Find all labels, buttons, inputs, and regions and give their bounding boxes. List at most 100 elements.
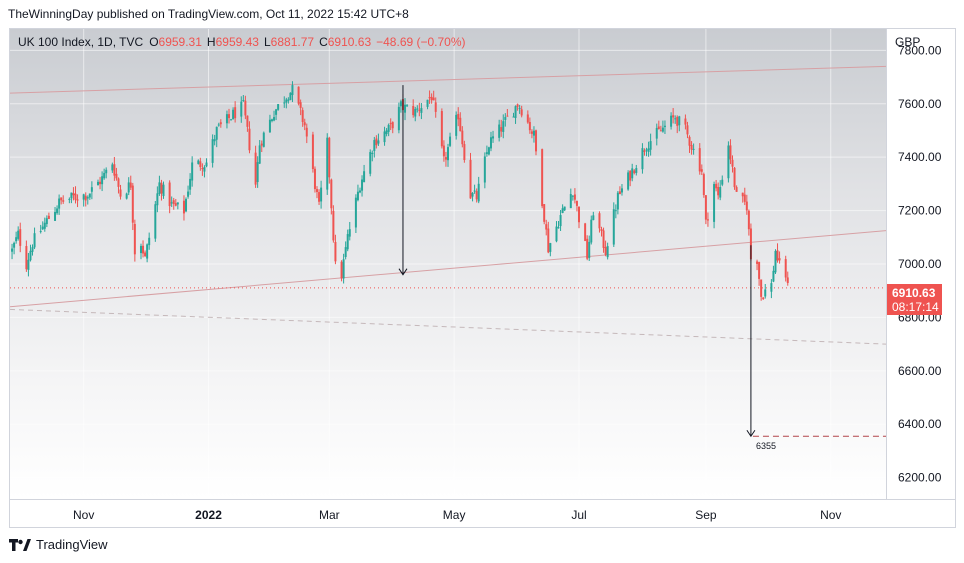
candle-body (602, 230, 605, 248)
candle-body (745, 201, 748, 211)
candle-body (434, 102, 437, 112)
candle-body (504, 117, 507, 120)
candle-body (784, 259, 787, 278)
time-tick-label: Sep (695, 508, 717, 522)
candle-body (168, 182, 171, 207)
candle-body (299, 102, 302, 108)
candle-body (289, 92, 292, 100)
tradingview-wordmark: TradingView (36, 537, 108, 552)
candle-body (614, 210, 617, 212)
high-key: H (206, 35, 216, 49)
candle-body (162, 184, 165, 197)
candle-body (244, 100, 247, 116)
candle-body (297, 86, 300, 104)
candle-body (332, 210, 335, 241)
annotation-lines (10, 65, 887, 345)
candle-body (627, 172, 630, 190)
candle-body (185, 198, 188, 212)
candle-body (573, 194, 576, 200)
candle-body (160, 182, 163, 194)
candle-body (545, 224, 548, 230)
candle-body (313, 168, 316, 190)
candle-body (187, 191, 190, 197)
change-value: −48.69 (−0.70%) (376, 35, 466, 49)
candle-body (211, 139, 214, 163)
candle-body (477, 183, 480, 202)
candle-body (674, 118, 677, 120)
candle-body (270, 119, 273, 122)
price-axis[interactable] (886, 29, 955, 499)
candle-body (528, 121, 531, 131)
time-tick-label: 2022 (195, 508, 222, 522)
chart-container[interactable]: 6355 6200.00 6400.00 6600.00 6800.00 7000.00… (9, 28, 956, 528)
candle-body (518, 107, 521, 109)
candle-body (672, 115, 675, 118)
candle-body (328, 137, 331, 178)
candle-body (56, 208, 59, 214)
candle-body (182, 200, 185, 214)
candle-body (258, 145, 261, 164)
candle-body (68, 198, 71, 200)
candle-body (541, 149, 544, 207)
close-value: 6910.63 (327, 35, 372, 49)
last-price-value: 6910.63 (892, 286, 936, 300)
candle-body (346, 234, 349, 250)
candle-body (430, 96, 433, 101)
candle-body (19, 229, 22, 246)
time-axis[interactable] (10, 499, 955, 527)
candle-body (154, 204, 157, 239)
symbol-name[interactable]: UK 100 Index, 1D, TVC (18, 35, 144, 49)
candle-body (268, 119, 271, 133)
candle-body (97, 181, 100, 186)
candle-body (262, 132, 265, 147)
candle-body (11, 248, 14, 252)
candle-body (301, 110, 304, 123)
candle-body (215, 126, 218, 140)
symbol-legend[interactable]: UK 100 Index, 1D, TVC O 6959.31 H 6959.43 … (18, 35, 471, 49)
candle-body (485, 152, 488, 154)
candle-body (385, 130, 388, 135)
candle-body (371, 152, 374, 154)
candle-body (43, 222, 46, 229)
candle-body (645, 149, 648, 151)
candle-body (616, 192, 619, 210)
candle-body (158, 182, 161, 194)
candle-body (604, 247, 607, 255)
tradingview-logo[interactable]: TradingView (9, 537, 108, 552)
candle-body (698, 148, 701, 172)
candlestick-series (11, 81, 789, 301)
candle-body (340, 261, 343, 279)
open-key: O (149, 35, 159, 49)
candle-body (684, 118, 687, 125)
price-tick-label: 7000.00 (898, 257, 942, 271)
candle-body (561, 208, 564, 213)
candle-body (520, 109, 523, 116)
candle-body (727, 145, 730, 179)
candle-body (197, 160, 200, 164)
grid-lines (10, 29, 886, 499)
candle-body (661, 127, 664, 132)
candle-body (45, 218, 48, 225)
candle-body (412, 106, 415, 116)
candle-body (117, 178, 120, 187)
candle-body (547, 228, 550, 253)
candle-body (387, 124, 390, 132)
candle-body (592, 215, 595, 221)
open-value: 6959.31 (158, 35, 202, 49)
candle-body (131, 185, 134, 223)
candle-body (277, 104, 280, 110)
candle-body (442, 145, 445, 157)
candle-body (189, 178, 192, 190)
candle-body (764, 289, 767, 297)
candle-body (719, 187, 722, 198)
candle-body (41, 226, 44, 230)
candle-body (586, 238, 589, 259)
candle-body (318, 192, 321, 202)
candle-body (444, 157, 447, 160)
candle-body (692, 148, 695, 150)
candle-body (778, 258, 781, 261)
candle-body (246, 115, 249, 127)
candle-body (330, 179, 333, 209)
candle-body (15, 237, 18, 242)
candle-body (577, 206, 580, 223)
